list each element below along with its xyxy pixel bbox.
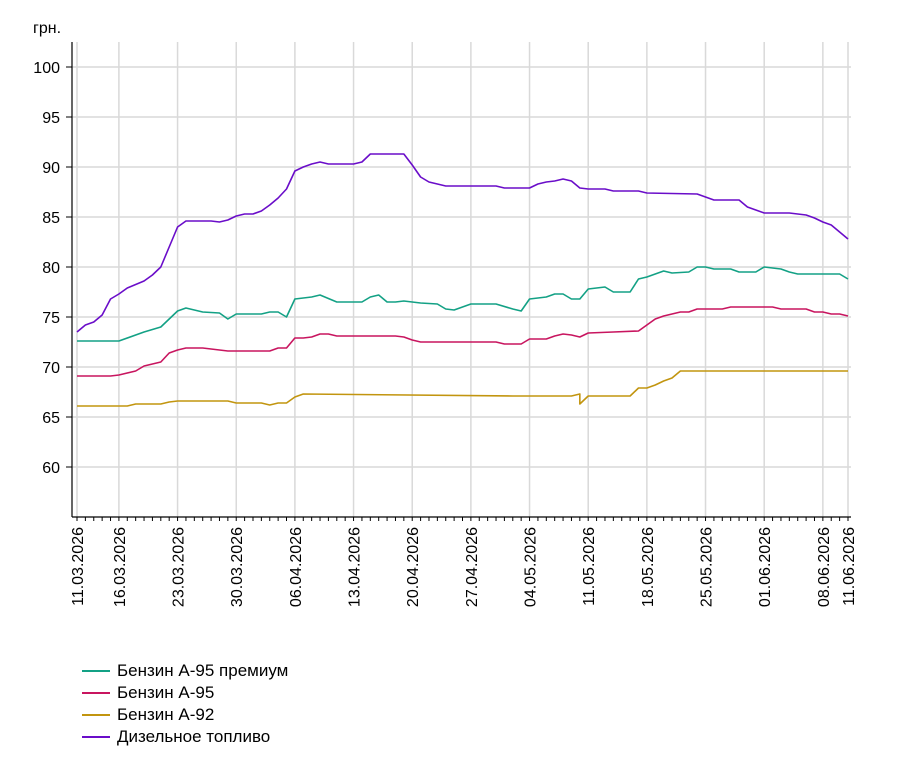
y-tick-label: 65 [42,410,60,427]
legend-swatch [82,714,110,716]
y-tick-label: 95 [42,110,60,127]
x-tick-label: 16.03.2026 [112,527,129,607]
x-tick-label: 20.04.2026 [405,527,422,607]
series-lines [76,153,849,407]
legend-item: Бензин А-95 [82,682,288,704]
y-tick-label: 85 [42,210,60,227]
x-tick-label: 25.05.2026 [699,527,716,607]
y-axis-unit-label: грн. [33,20,61,37]
x-tick-label: 11.05.2026 [581,527,598,606]
x-tick-label: 01.06.2026 [757,527,774,607]
series-line-4 [76,153,849,333]
x-tick-label: 08.06.2026 [816,527,833,607]
y-tick-label: 90 [42,160,60,177]
y-tick-label: 100 [33,60,60,77]
x-tick-label: 27.04.2026 [464,527,481,607]
x-tick-label: 11.06.2026 [841,527,858,606]
legend: Бензин А-95 премиум Бензин А-95 Бензин А-9… [82,660,288,748]
legend-swatch [82,670,110,672]
y-tick-labels: 60 65 70 75 80 85 90 95 100 [33,60,60,477]
y-tick-label: 80 [42,260,60,277]
legend-item: Бензин А-95 премиум [82,660,288,682]
x-tick-label: 11.03.2026 [70,527,87,606]
grid-lines [72,42,851,517]
series-line-2 [77,306,849,377]
x-tick-label: 06.04.2026 [288,527,305,607]
legend-item: Бензин А-92 [82,704,288,726]
legend-swatch [82,736,110,738]
legend-label: Дизельное топливо [117,727,271,746]
x-tick-label: 04.05.2026 [523,527,540,607]
x-tick-label: 23.03.2026 [171,527,188,607]
x-tick-label: 18.05.2026 [640,527,657,607]
legend-label: Бензин А-95 премиум [117,661,289,680]
legend-label: Бензин А-95 [117,683,215,702]
series-line-1 [77,266,849,342]
y-tick-label: 70 [42,360,60,377]
series-line-3 [77,370,848,407]
legend-swatch [82,692,110,694]
x-tick-label: 13.04.2026 [347,527,364,607]
axes [66,42,851,521]
y-tick-label: 75 [42,310,60,327]
legend-item: Дизельное топливо [82,726,288,748]
legend-label: Бензин А-92 [117,705,215,724]
x-tick-label: 30.03.2026 [229,527,246,607]
y-tick-label: 60 [42,460,60,477]
x-tick-labels: 11.03.2026 16.03.2026 23.03.2026 30.03.2026… [70,527,858,607]
